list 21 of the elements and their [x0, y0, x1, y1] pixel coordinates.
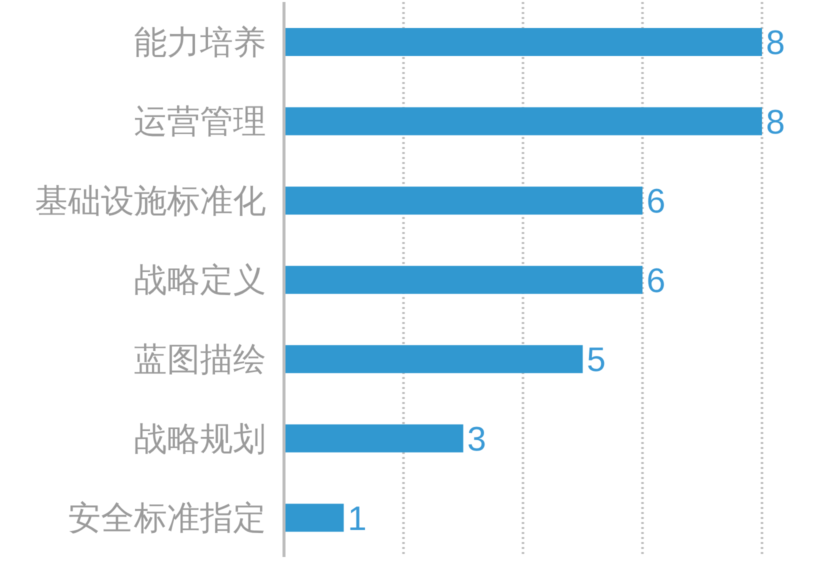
- y-tick-label: 能力培养: [134, 23, 266, 60]
- bar: [284, 186, 642, 215]
- y-tick-label: 蓝图描绘: [134, 340, 266, 378]
- y-tick-label: 基础设施标准化: [35, 182, 266, 219]
- bar: [284, 266, 642, 294]
- bar: [284, 504, 344, 532]
- data-label: 3: [467, 420, 486, 458]
- bar: [284, 107, 762, 136]
- y-tick-label: 战略定义: [134, 261, 266, 298]
- bar: [284, 28, 762, 56]
- data-label: 8: [766, 24, 785, 62]
- data-label: 6: [646, 262, 666, 300]
- y-tick-label: 安全标准指定: [68, 499, 266, 536]
- bar: [284, 424, 464, 452]
- data-label: 6: [646, 182, 666, 221]
- data-label: 1: [348, 500, 367, 538]
- data-label: 8: [766, 103, 785, 142]
- y-tick-label: 运营管理: [134, 102, 266, 140]
- y-tick-label: 战略规划: [134, 420, 266, 457]
- data-label: 5: [586, 341, 606, 380]
- bar: [284, 345, 583, 374]
